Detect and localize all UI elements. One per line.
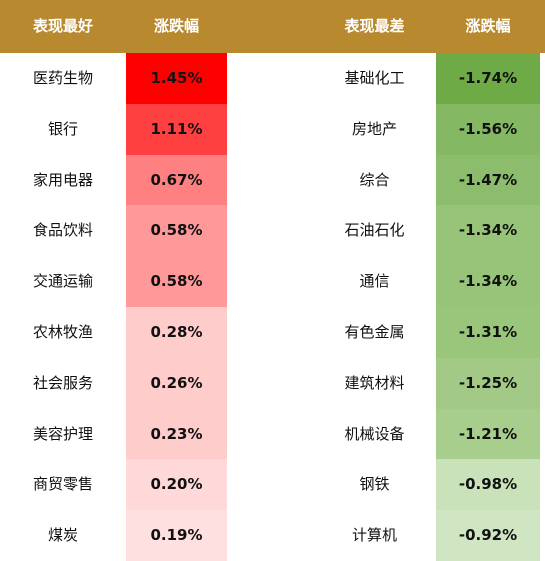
best-industry-change: 0.20% — [126, 459, 227, 511]
worst-industry-name: 综合 — [359, 170, 390, 189]
best-industry-name: 农林牧渔 — [32, 323, 93, 341]
best-industry-name: 煤炭 — [47, 526, 78, 545]
worst-industry-change: -1.47% — [436, 154, 540, 206]
worst-industry-change: -1.74% — [436, 53, 540, 104]
worst-industry-name: 房地产 — [351, 119, 397, 138]
worst-industry-change: -1.31% — [436, 307, 540, 358]
table-header: 表现最好 涨跌幅 表现最差 涨跌幅 — [0, 0, 545, 53]
best-industry-change: 1.11% — [126, 103, 227, 155]
worst-industry-name: 计算机 — [351, 526, 397, 545]
worst-industry-change: -1.25% — [436, 357, 540, 409]
worst-industry-name: 建筑材料 — [344, 373, 405, 392]
best-industry-change: 0.26% — [126, 357, 227, 409]
best-industry-change: 0.58% — [126, 256, 227, 307]
best-industry-change: 0.28% — [126, 307, 227, 358]
best-industry-name: 商贸零售 — [32, 475, 93, 494]
worst-industry-name: 石油石化 — [344, 221, 405, 240]
best-change-column-header: 涨跌幅 — [153, 17, 199, 35]
best-industry-name: 社会服务 — [32, 373, 93, 392]
worst-industry-change: -1.21% — [436, 408, 540, 460]
best-industry-name: 交通运输 — [32, 272, 93, 291]
best-industry-name: 医药生物 — [32, 69, 93, 87]
worst-industry-name: 机械设备 — [344, 424, 405, 443]
best-industry-change: 0.19% — [126, 510, 227, 561]
best-industry-name: 家用电器 — [32, 170, 93, 189]
best-industry-change: 1.45% — [126, 53, 227, 104]
worst-industry-change: -1.56% — [436, 103, 540, 155]
worst-industry-name: 有色金属 — [344, 323, 405, 341]
best-industry-name: 食品饮料 — [32, 221, 93, 240]
best-industry-name: 美容护理 — [32, 424, 93, 443]
worst-industry-change: -0.92% — [436, 510, 540, 561]
worst-column-header: 表现最差 — [344, 17, 405, 35]
best-industry-change: 0.67% — [126, 154, 227, 206]
best-industry-change: 0.58% — [126, 205, 227, 257]
best-industry-name: 银行 — [47, 119, 78, 138]
worst-industry-change: -0.98% — [436, 459, 540, 511]
worst-change-column-header: 涨跌幅 — [465, 17, 511, 35]
best-column-header: 表现最好 — [32, 17, 93, 35]
worst-industry-change: -1.34% — [436, 205, 540, 257]
worst-industry-change: -1.34% — [436, 256, 540, 307]
best-industry-change: 0.23% — [126, 408, 227, 460]
worst-industry-name: 通信 — [359, 272, 390, 291]
worst-industry-name: 基础化工 — [344, 69, 405, 87]
worst-industry-name: 钢铁 — [359, 475, 390, 494]
